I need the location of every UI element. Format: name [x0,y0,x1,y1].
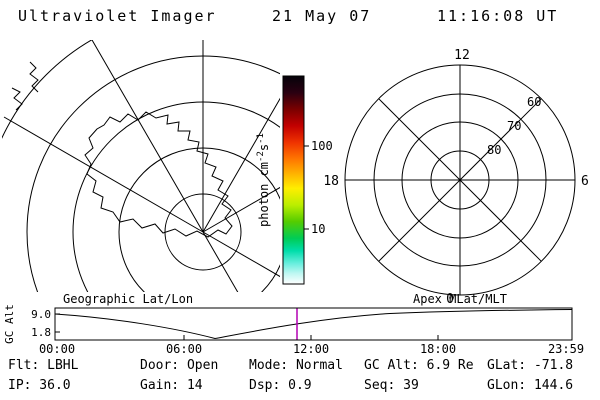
apex-plot: 12 18 6 0 80 70 60 [323,48,588,307]
island-coastline-2 [11,87,23,111]
mlt-label-6: 6 [581,174,589,189]
gc-alt-curve [54,309,573,340]
geo-plot-caption: Geographic Lat/Lon [63,292,193,306]
strip-chart-frame [54,307,573,341]
mlt-label-12: 12 [454,48,470,63]
time-text: 11:16:08 UT [437,7,558,25]
page-title: Ultraviolet Imager [18,7,217,25]
telemetry-gain: Gain: 14 [140,378,203,393]
telemetry-mode: Mode: Normal [249,358,343,373]
geo-plot [2,40,280,292]
telemetry: Flt: LBHL Door: Open Mode: Normal GC Alt… [8,358,573,393]
colorbar-label-prefix: photon cm [257,162,271,227]
colorbar-label-sup1: -1 [256,133,266,144]
island-coastline-1 [29,61,39,93]
colorbar-tick-label-100: 100 [311,139,333,153]
telemetry-seq: Seq: 39 [364,378,419,393]
xtick-label-0000: 00:00 [39,342,75,356]
telemetry-ip: IP: 36.0 [8,378,71,393]
ytick-label-1-8: 1.8 [31,326,51,339]
xtick-label-0600: 06:00 [166,342,202,356]
telemetry-glat: GLat: -71.8 [487,358,573,373]
date-text: 21 May 07 [272,7,371,25]
ytick-label-9: 9.0 [31,308,51,321]
strip-ylabel: GC Alt [3,304,16,344]
mlat-ring-label-80: 80 [487,143,501,157]
telemetry-gc-alt: GC Alt: 6.9 Re [364,358,474,373]
colorbar-label-s: s [257,144,271,151]
colorbar-gradient [282,75,305,285]
apex-grid [344,64,576,296]
telemetry-door: Door: Open [140,358,218,373]
mlt-label-18: 18 [323,174,339,189]
xtick-label-1800: 18:00 [420,342,456,356]
telemetry-dsp: Dsp: 0.9 [249,378,312,393]
mlat-ring-label-70: 70 [507,119,521,133]
strip-chart: GC Alt 9.0 1.8 00:00 06:00 12:00 18:00 2… [3,304,584,356]
apex-plot-caption: Apex MLat/MLT [413,292,507,306]
xtick-label-2359: 23:59 [548,342,584,356]
colorbar-label-sup2: -2 [256,151,266,162]
antarctica-coastline [84,111,233,238]
telemetry-glon: GLon: 144.6 [487,378,573,393]
colorbar-tick-label-10: 10 [311,222,325,236]
xtick-label-1200: 12:00 [293,342,329,356]
geo-grid-meridians [3,40,280,292]
colorbar-axis-label: photon cm-2s-1 [256,133,271,227]
telemetry-flt: Flt: LBHL [8,358,79,373]
mlt-label-0: 0 [446,292,454,307]
colorbar: 100 10 photon cm-2s-1 [256,75,333,285]
mlat-ring-label-60: 60 [527,95,541,109]
